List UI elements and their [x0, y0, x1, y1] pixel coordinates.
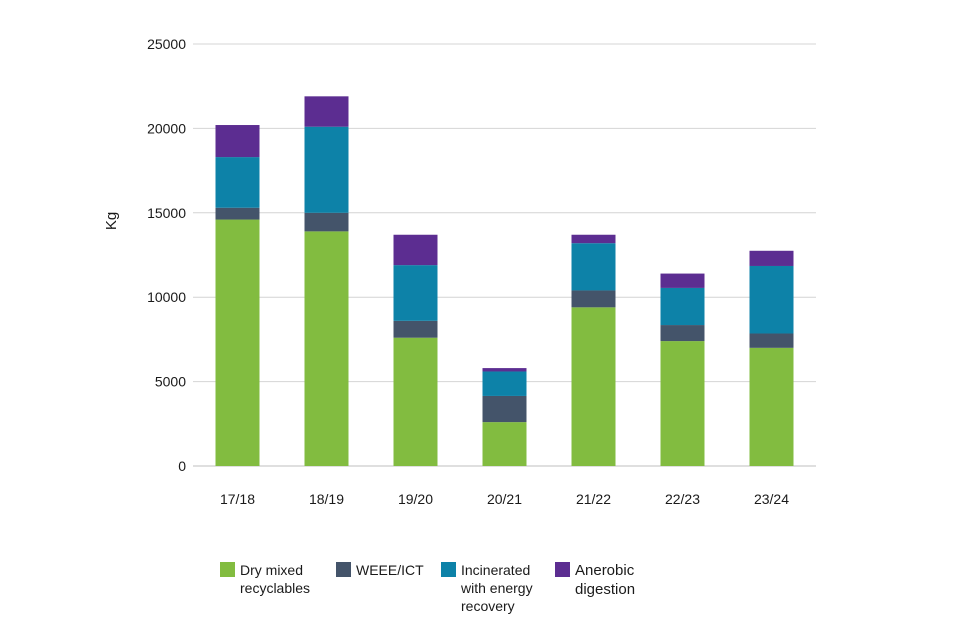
bar-segment — [482, 422, 527, 466]
bar-segment — [660, 273, 705, 288]
bar-segment — [304, 212, 349, 232]
bar-segment — [571, 290, 616, 308]
y-tick-label: 10000 — [147, 289, 186, 305]
bar-segment — [215, 207, 260, 220]
bar-segment — [215, 157, 260, 208]
y-tick-label: 15000 — [147, 205, 186, 221]
x-tick-label: 21/22 — [576, 491, 611, 507]
bar-segment — [660, 325, 705, 342]
y-tick-label: 25000 — [147, 36, 186, 52]
bar-segment — [660, 341, 705, 466]
bar-segment — [571, 243, 616, 291]
bar-segment — [304, 231, 349, 466]
y-tick-label: 5000 — [155, 374, 186, 390]
bar-segment — [482, 395, 527, 423]
bars — [215, 96, 794, 466]
y-tick-label: 0 — [178, 458, 186, 474]
y-axis-ticks: 0 5000 10000 15000 20000 25000 — [147, 36, 186, 474]
x-tick-label: 20/21 — [487, 491, 522, 507]
x-tick-label: 17/18 — [220, 491, 255, 507]
bar-segment — [749, 333, 794, 348]
gridlines — [193, 43, 816, 467]
x-tick-label: 22/23 — [665, 491, 700, 507]
bar-segment — [215, 125, 260, 158]
bar-segment — [749, 347, 794, 466]
bar-segment — [393, 265, 438, 321]
bar-segment — [304, 126, 349, 213]
bar-segment — [215, 219, 260, 466]
x-tick-label: 23/24 — [754, 491, 789, 507]
x-tick-label: 19/20 — [398, 491, 433, 507]
y-axis-title: Kg — [103, 212, 120, 230]
bar-segment — [304, 96, 349, 127]
bar-segment — [749, 250, 794, 266]
bar-segment — [393, 337, 438, 466]
x-axis-ticks: 17/18 18/19 19/20 20/21 21/22 22/23 23/24 — [220, 491, 789, 507]
bar-segment — [571, 234, 616, 244]
bar-segment — [749, 265, 794, 334]
bar-segment — [393, 234, 438, 266]
bar-segment — [482, 371, 527, 396]
bar-segment — [482, 368, 527, 372]
y-tick-label: 20000 — [147, 120, 186, 136]
x-tick-label: 18/19 — [309, 491, 344, 507]
bar-segment — [393, 320, 438, 338]
bar-segment — [571, 307, 616, 466]
bar-segment — [660, 287, 705, 326]
